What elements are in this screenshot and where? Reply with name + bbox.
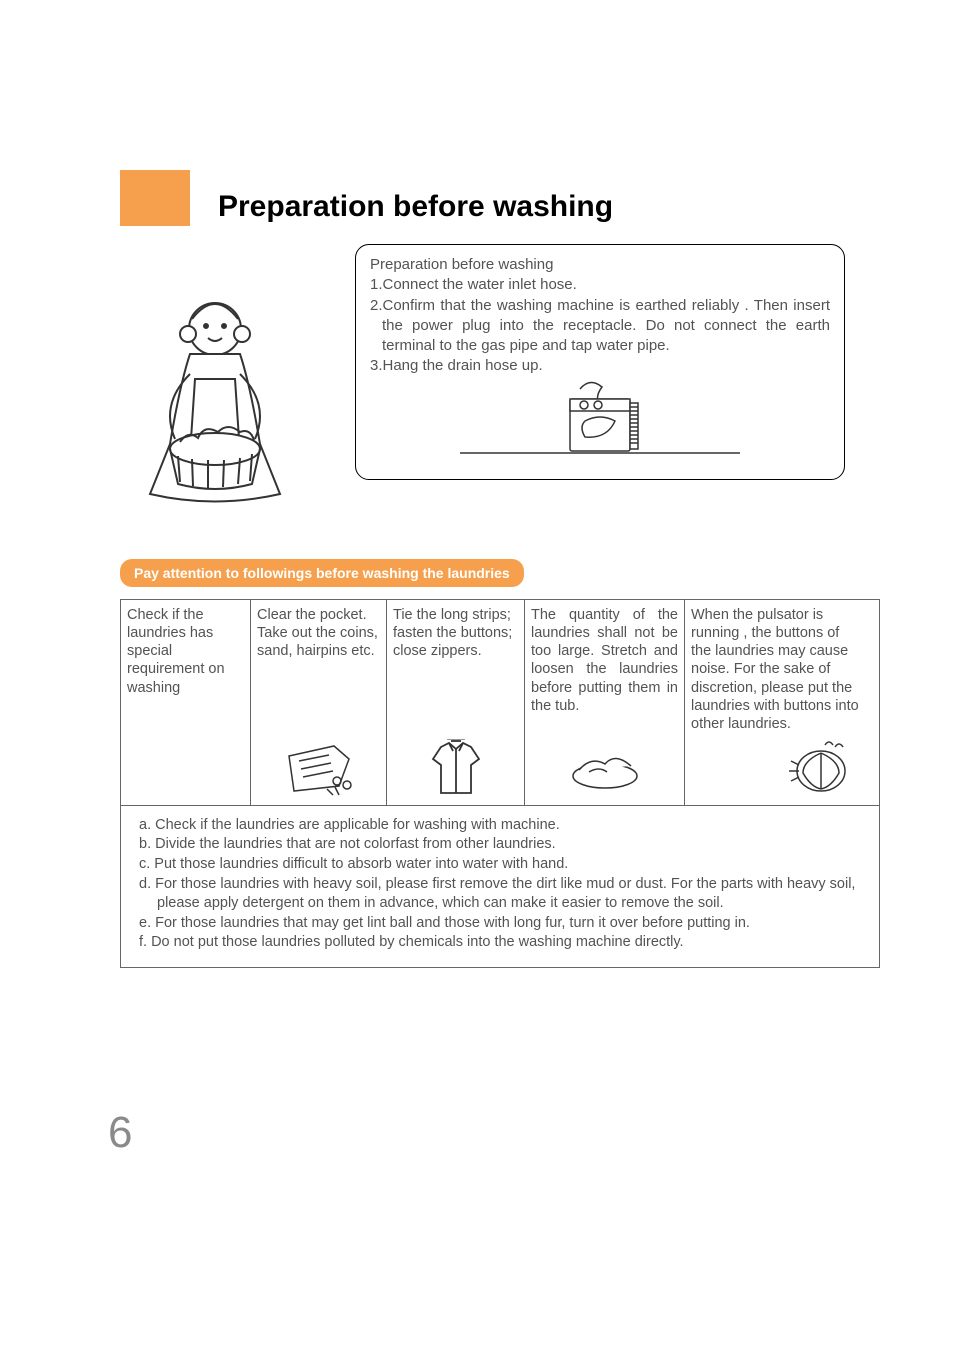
preparation-box: Preparation before washing 1.Connect the…: [355, 244, 845, 480]
tip-cell-4: The quantity of the laundries shall not …: [525, 600, 685, 805]
tips-table: Check if the laundries has special requi…: [120, 599, 880, 968]
tip-text-2: Clear the pocket. Take out the coins, sa…: [257, 606, 380, 660]
prep-item-1: 1.Connect the water inlet hose.: [370, 275, 830, 295]
tip-cell-5: When the pulsator is running , the butto…: [685, 600, 867, 805]
prep-item-3: 3.Hang the drain hose up.: [370, 356, 830, 376]
accent-block: [120, 170, 190, 226]
note-b: b. Divide the laundries that are not col…: [139, 835, 865, 855]
tip-text-1: Check if the laundries has special requi…: [127, 606, 244, 697]
page-number: 6: [108, 1108, 132, 1158]
tip-cell-2: Clear the pocket. Take out the coins, sa…: [251, 600, 387, 805]
maid-illustration: [120, 284, 335, 529]
pocket-icon: [257, 739, 380, 799]
shirt-icon: [393, 739, 518, 799]
pulsator-icon: [691, 739, 861, 799]
note-d: d. For those laundries with heavy soil, …: [139, 875, 865, 914]
prep-item-2: 2.Confirm that the washing machine is ea…: [370, 296, 830, 357]
note-f: f. Do not put those laundries polluted b…: [139, 933, 865, 953]
laundry-pile-icon: [531, 739, 678, 799]
machine-icon: [370, 381, 830, 461]
tip-text-3: Tie the long strips; fasten the buttons;…: [393, 606, 518, 660]
tip-text-4: The quantity of the laundries shall not …: [531, 606, 678, 715]
tip-cell-3: Tie the long strips; fasten the buttons;…: [387, 600, 525, 805]
page-title: Preparation before washing: [218, 190, 613, 226]
prep-heading: Preparation before washing: [370, 255, 830, 275]
note-e: e. For those laundries that may get lint…: [139, 914, 865, 934]
tip-text-5: When the pulsator is running , the butto…: [691, 606, 861, 733]
attention-label: Pay attention to followings before washi…: [120, 559, 524, 587]
tip-cell-1: Check if the laundries has special requi…: [121, 600, 251, 805]
notes-section: a. Check if the laundries are applicable…: [121, 806, 879, 967]
note-a: a. Check if the laundries are applicable…: [139, 816, 865, 836]
note-c: c. Put those laundries difficult to abso…: [139, 855, 865, 875]
